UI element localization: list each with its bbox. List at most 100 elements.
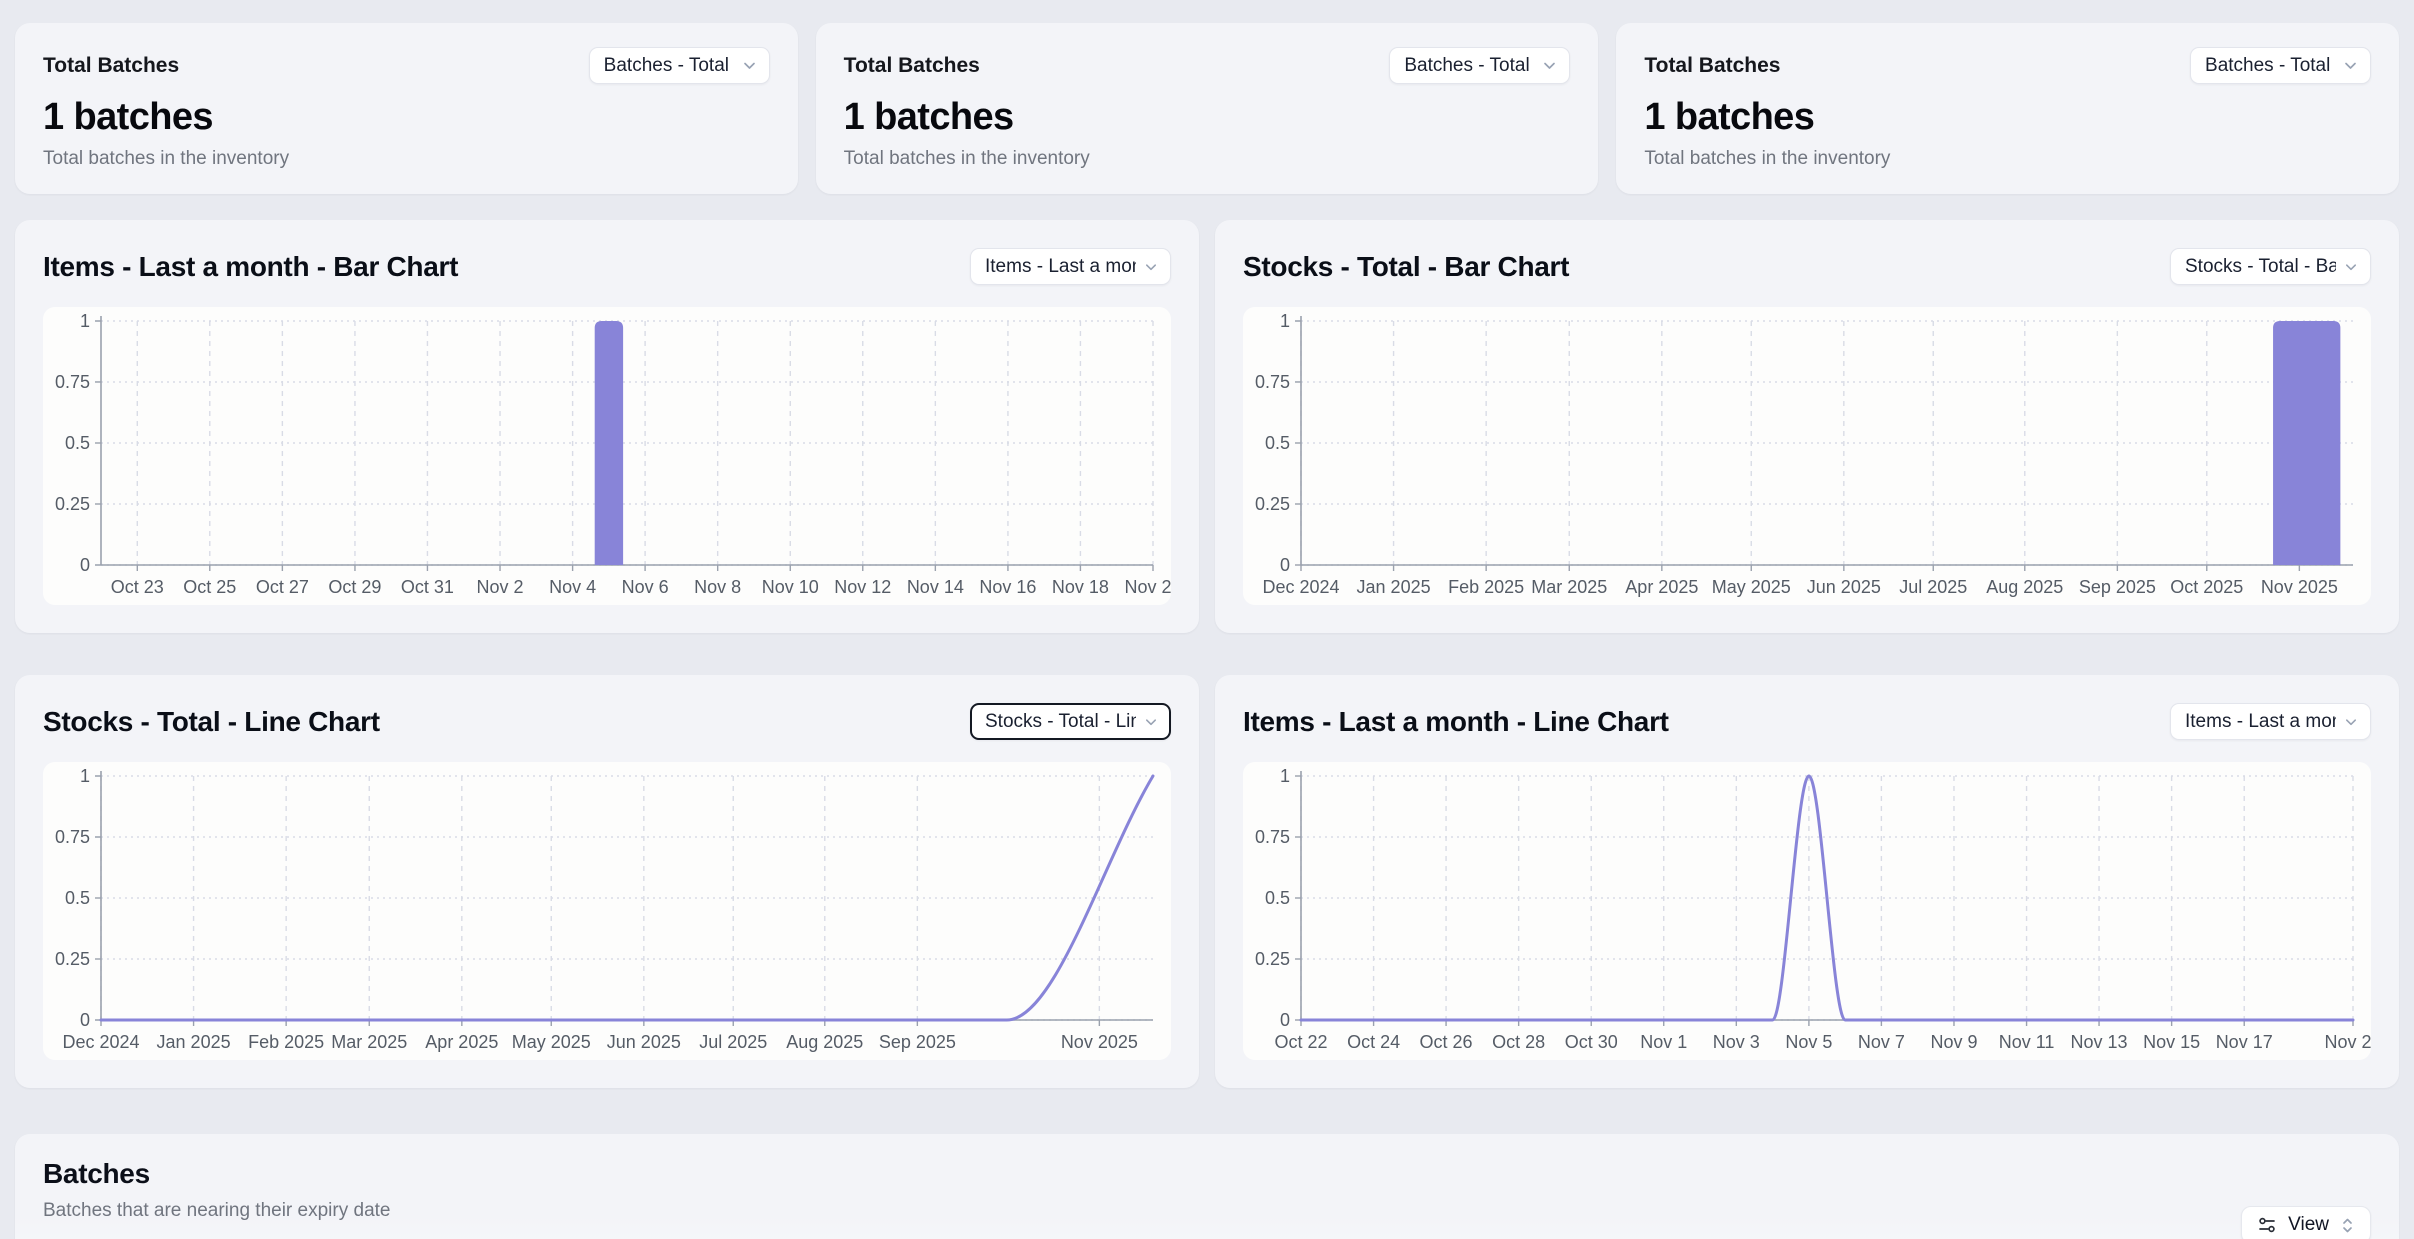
chevron-down-icon (742, 58, 757, 73)
svg-text:0: 0 (1280, 1010, 1290, 1030)
chart-plot-panel: 0 0.25 0.5 0.75 1 Dec 2024 Jan 2025 Feb 2025 Mar… (1243, 307, 2371, 605)
stat-card-label: Total Batches (43, 53, 180, 77)
chart-metric-select[interactable]: Stocks - Total - Bar... (2170, 248, 2371, 285)
svg-text:Nov 12: Nov 12 (834, 577, 891, 597)
chart-plot-panel: 0 0.25 0.5 0.75 1 Oct 23 Oct 25 Oct 27 Oct 29 Oct… (43, 307, 1171, 605)
chevron-down-icon (1542, 58, 1557, 73)
svg-text:Feb 2025: Feb 2025 (1448, 577, 1524, 597)
svg-text:0.5: 0.5 (1265, 888, 1290, 908)
svg-text:Apr 2025: Apr 2025 (425, 1032, 498, 1052)
svg-text:Mar 2025: Mar 2025 (1531, 577, 1607, 597)
stat-metric-select[interactable]: Batches - Total (2190, 47, 2372, 84)
svg-text:Jun 2025: Jun 2025 (607, 1032, 681, 1052)
view-button[interactable]: View (2241, 1206, 2371, 1239)
svg-text:Nov 10: Nov 10 (762, 577, 819, 597)
chart-title: Stocks - Total - Line Chart (43, 705, 380, 737)
svg-text:1: 1 (80, 311, 90, 331)
select-value: Items - Last a month -... (985, 255, 1136, 277)
stat-card-row: Total Batches Batches - Total 1 batches … (15, 23, 2400, 194)
svg-text:Feb 2025: Feb 2025 (248, 1032, 324, 1052)
select-value: Stocks - Total - Line... (985, 710, 1136, 732)
svg-text:Dec 2024: Dec 2024 (62, 1032, 139, 1052)
stat-card-total-batches-2: Total Batches Batches - Total 1 batches … (815, 23, 1599, 194)
bar-chart-items-last-month: 0 0.25 0.5 0.75 1 Oct 23 Oct 25 Oct 27 Oct 29 Oct… (55, 311, 1171, 597)
svg-text:Oct 30: Oct 30 (1565, 1032, 1618, 1052)
svg-text:0.75: 0.75 (55, 827, 90, 847)
svg-text:0.25: 0.25 (1255, 949, 1290, 969)
chevron-down-icon (2344, 260, 2358, 274)
chevron-down-icon (1144, 260, 1158, 274)
svg-text:0: 0 (80, 555, 90, 575)
select-value: Batches - Total (2205, 54, 2331, 76)
svg-text:0.75: 0.75 (55, 372, 90, 392)
svg-text:Jun 2025: Jun 2025 (1807, 577, 1881, 597)
svg-text:Oct 27: Oct 27 (256, 577, 309, 597)
svg-text:0.75: 0.75 (1255, 827, 1290, 847)
svg-text:Sep 2025: Sep 2025 (2079, 577, 2156, 597)
stat-card-description: Total batches in the inventory (1644, 148, 1891, 169)
stat-metric-select[interactable]: Batches - Total (1389, 47, 1571, 84)
chart-card-items-bar: Items - Last a month - Bar Chart Items -… (15, 220, 1199, 633)
svg-text:Dec 2024: Dec 2024 (1262, 577, 1339, 597)
svg-text:Nov 6: Nov 6 (622, 577, 669, 597)
svg-text:Nov 14: Nov 14 (907, 577, 964, 597)
chart-row-2: Stocks - Total - Line Chart Stocks - Tot… (15, 675, 2399, 1088)
chart-title: Items - Last a month - Line Chart (1243, 705, 1669, 737)
svg-text:Nov 8: Nov 8 (694, 577, 741, 597)
select-value: Batches - Total (1404, 54, 1530, 76)
svg-text:Oct 25: Oct 25 (183, 577, 236, 597)
chevrons-up-down-icon (2340, 1217, 2355, 1234)
svg-text:Oct 31: Oct 31 (401, 577, 454, 597)
svg-text:Nov 1: Nov 1 (1640, 1032, 1687, 1052)
select-value: Stocks - Total - Bar... (2185, 255, 2336, 277)
svg-text:Oct 28: Oct 28 (1492, 1032, 1545, 1052)
svg-text:Oct 29: Oct 29 (328, 577, 381, 597)
chevron-down-icon (2343, 58, 2358, 73)
chart-title: Stocks - Total - Bar Chart (1243, 250, 1570, 282)
chart-metric-select[interactable]: Items - Last a month -... (2170, 703, 2371, 740)
batches-section: Batches Batches that are nearing their e… (15, 1134, 2399, 1239)
svg-text:Nov 5: Nov 5 (1785, 1032, 1832, 1052)
svg-text:Oct 26: Oct 26 (1420, 1032, 1473, 1052)
svg-text:Nov 11: Nov 11 (1999, 1032, 2055, 1052)
stat-card-value: 1 batches (43, 96, 214, 138)
svg-text:Sep 2025: Sep 2025 (879, 1032, 956, 1052)
stat-card-value: 1 batches (843, 96, 1015, 138)
chevron-down-icon (1144, 715, 1158, 729)
chevron-down-icon (2344, 715, 2358, 729)
svg-text:0.75: 0.75 (1255, 372, 1290, 392)
svg-text:May 2025: May 2025 (512, 1032, 591, 1052)
svg-text:Nov 20: Nov 20 (2324, 1032, 2371, 1052)
stat-card-value: 1 batches (1644, 96, 1815, 138)
stat-card-total-batches-3: Total Batches Batches - Total 1 batches … (1616, 23, 2400, 194)
chart-metric-select-focused[interactable]: Stocks - Total - Line... (970, 703, 1171, 740)
svg-text:Nov 20: Nov 20 (1124, 577, 1171, 597)
stat-metric-select[interactable]: Batches - Total (588, 47, 770, 84)
batches-description: Batches that are nearing their expiry da… (43, 1200, 391, 1221)
svg-text:Oct 2025: Oct 2025 (2170, 577, 2243, 597)
svg-text:Oct 23: Oct 23 (111, 577, 164, 597)
svg-text:Jan 2025: Jan 2025 (157, 1032, 231, 1052)
svg-text:0: 0 (80, 1010, 90, 1030)
chart-title: Items - Last a month - Bar Chart (43, 250, 459, 282)
svg-text:Jul 2025: Jul 2025 (1899, 577, 1967, 597)
view-button-label: View (2288, 1214, 2329, 1235)
svg-text:0: 0 (1280, 555, 1290, 575)
svg-text:0.25: 0.25 (1255, 494, 1290, 514)
chart-metric-select[interactable]: Items - Last a month -... (970, 248, 1171, 285)
svg-text:0.5: 0.5 (65, 433, 90, 453)
svg-text:May 2025: May 2025 (1712, 577, 1791, 597)
svg-text:Nov 4: Nov 4 (549, 577, 596, 597)
line-chart-items-last-month: 0 0.25 0.5 0.75 1 Oct 22 Oct 24 Oct 26 Oct 28 Oct… (1255, 766, 2371, 1052)
chart-card-stocks-line: Stocks - Total - Line Chart Stocks - Tot… (15, 675, 1199, 1088)
svg-text:Nov 15: Nov 15 (2143, 1032, 2200, 1052)
svg-text:Oct 22: Oct 22 (1274, 1032, 1327, 1052)
svg-text:Nov 9: Nov 9 (1930, 1032, 1977, 1052)
svg-text:0.5: 0.5 (1265, 433, 1290, 453)
svg-text:Oct 24: Oct 24 (1347, 1032, 1400, 1052)
svg-text:Jan 2025: Jan 2025 (1357, 577, 1431, 597)
chart-row-1: Items - Last a month - Bar Chart Items -… (15, 220, 2399, 633)
svg-text:Nov 2025: Nov 2025 (2261, 577, 2338, 597)
svg-text:Nov 2025: Nov 2025 (1061, 1032, 1138, 1052)
stat-card-total-batches-1: Total Batches Batches - Total 1 batches … (15, 23, 798, 194)
